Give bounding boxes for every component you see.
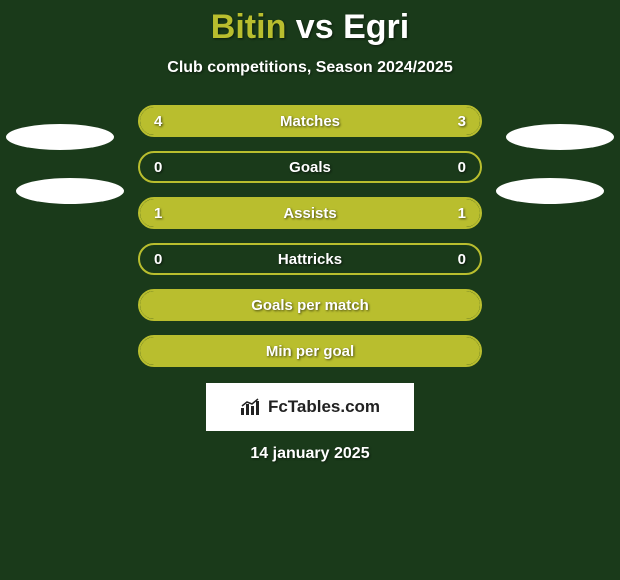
stat-label: Hattricks [278, 251, 342, 268]
stat-value-left: 0 [154, 251, 162, 268]
avatar-placeholder-top-right [506, 124, 614, 150]
vs-label: vs [296, 8, 334, 46]
avatar-placeholder-bottom-left [16, 178, 124, 204]
subtitle: Club competitions, Season 2024/2025 [0, 59, 620, 77]
comparison-card: Bitin vs Egri Club competitions, Season … [0, 0, 620, 463]
stat-row: Min per goal [138, 335, 482, 367]
fctables-badge: FcTables.com [206, 383, 414, 431]
stat-value-left: 4 [154, 113, 162, 130]
stat-label: Assists [283, 205, 336, 222]
date-label: 14 january 2025 [0, 445, 620, 463]
stat-row: Goals per match [138, 289, 482, 321]
stat-value-right: 1 [458, 205, 466, 222]
stat-row: 1 Assists 1 [138, 197, 482, 229]
player1-name: Bitin [211, 8, 287, 46]
stat-row: 0 Goals 0 [138, 151, 482, 183]
stat-value-right: 0 [458, 159, 466, 176]
stat-row: 0 Hattricks 0 [138, 243, 482, 275]
stat-label: Goals per match [251, 297, 369, 314]
stat-value-left: 1 [154, 205, 162, 222]
chart-icon [240, 398, 262, 416]
player2-name: Egri [343, 8, 409, 46]
stat-label: Matches [280, 113, 340, 130]
stat-value-left: 0 [154, 159, 162, 176]
stat-label: Goals [289, 159, 331, 176]
stat-value-right: 3 [458, 113, 466, 130]
stat-value-right: 0 [458, 251, 466, 268]
stat-row: 4 Matches 3 [138, 105, 482, 137]
avatar-placeholder-top-left [6, 124, 114, 150]
badge-text: FcTables.com [268, 397, 380, 417]
title: Bitin vs Egri [0, 8, 620, 47]
stat-label: Min per goal [266, 343, 354, 360]
avatar-placeholder-bottom-right [496, 178, 604, 204]
